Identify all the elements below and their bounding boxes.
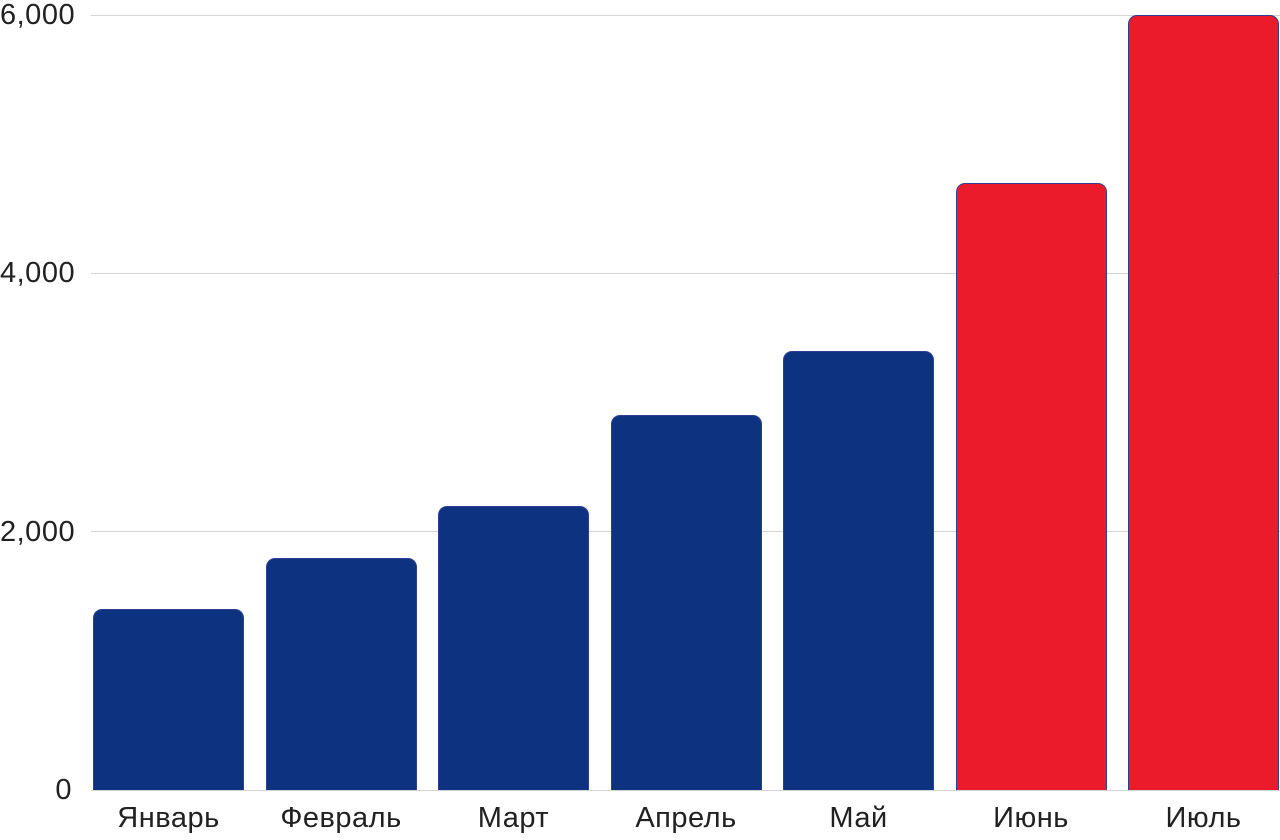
bar-Май [783, 350, 934, 790]
gridline-6000 [91, 14, 1280, 16]
x-tick-label-Апрель: Апрель [635, 802, 737, 834]
y-tick-label: 2,000 [0, 515, 76, 548]
bar-Апрель [610, 415, 762, 790]
x-tick-label-Июль: Июль [1165, 802, 1242, 834]
bar-Март [438, 505, 589, 790]
x-tick-label-Июнь: Июнь [993, 802, 1069, 834]
x-tick-label-Март: Март [477, 802, 550, 834]
bar-Июль [1128, 15, 1279, 790]
bar-Январь [93, 609, 244, 790]
bar-Июнь [955, 182, 1107, 790]
x-tick-label-Февраль: Февраль [280, 802, 402, 834]
bar-Февраль [265, 557, 417, 790]
y-tick-label: 4,000 [0, 257, 76, 290]
gridline-0 [91, 789, 1280, 791]
y-tick-label: 0 [55, 774, 72, 806]
gridline-4000 [91, 272, 1280, 274]
y-tick-label: 6,000 [0, 0, 76, 31]
x-tick-label-Январь: Январь [117, 802, 220, 834]
x-tick-label-Май: Май [829, 802, 888, 834]
